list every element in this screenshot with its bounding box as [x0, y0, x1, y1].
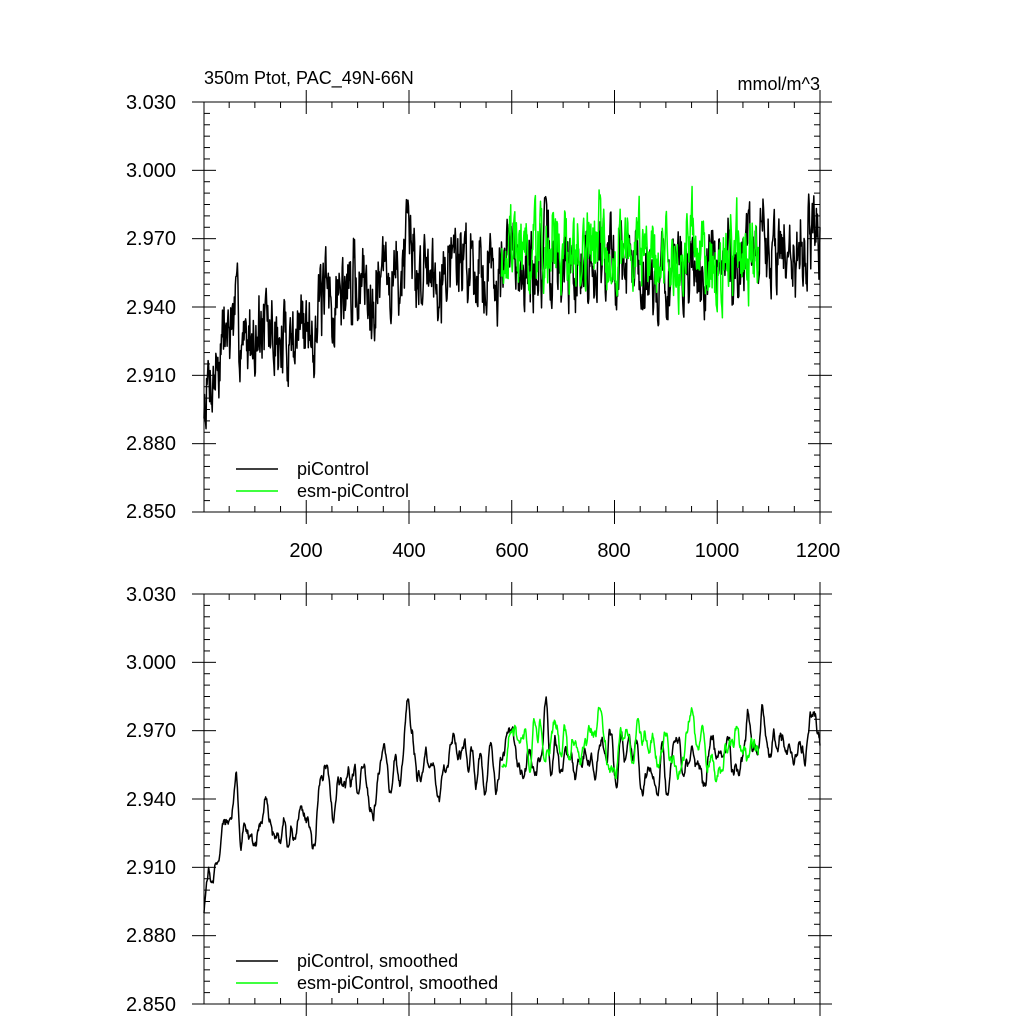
y-tick-label: 2.970	[126, 228, 176, 250]
legend-label: esm-piControl, smoothed	[297, 973, 498, 993]
y-tick-label: 2.940	[126, 297, 176, 319]
series-lines	[203, 696, 821, 914]
series-line-1	[500, 185, 760, 319]
legend-label: piControl, smoothed	[297, 951, 458, 971]
legend: piControl, smoothed esm-piControl, smoot…	[236, 951, 498, 993]
series-line-1	[501, 706, 760, 783]
units-label: mmol/m^3	[738, 74, 820, 94]
y-tick-label: 2.850	[126, 501, 176, 523]
x-tick-labels: 200 400 600 800 1000 1200	[289, 540, 840, 562]
y-tick-label: 3.000	[126, 652, 176, 674]
x-tick-label: 1200	[796, 540, 841, 562]
y-tick-label: 2.910	[126, 365, 176, 387]
top-panel: 350m Ptot, PAC_49N-66N mmol/m^3 2.850 2.…	[126, 68, 840, 562]
y-tick-label: 3.030	[126, 92, 176, 114]
x-tick-label: 600	[495, 540, 528, 562]
series-lines	[203, 185, 821, 430]
y-tick-labels: 2.850 2.880 2.910 2.940 2.970 3.000 3.03…	[126, 584, 176, 1016]
y-tick-label: 2.880	[126, 925, 176, 947]
bottom-panel: 2.850 2.880 2.910 2.940 2.970 3.000 3.03…	[126, 582, 832, 1016]
y-tick-label: 2.850	[126, 994, 176, 1016]
y-tick-label: 2.910	[126, 857, 176, 879]
y-tick-label: 2.970	[126, 720, 176, 742]
x-tick-label: 1000	[695, 540, 740, 562]
series-line-0	[203, 696, 821, 914]
x-tick-label: 800	[597, 540, 630, 562]
legend: piControl esm-piControl	[236, 459, 409, 501]
y-tick-label: 2.940	[126, 789, 176, 811]
axis-ticks	[192, 582, 832, 1016]
legend-label: esm-piControl	[297, 481, 409, 501]
x-tick-label: 400	[392, 540, 425, 562]
y-tick-labels: 2.850 2.880 2.910 2.940 2.970 3.000 3.03…	[126, 92, 176, 523]
plot-frame	[203, 101, 821, 513]
legend-label: piControl	[297, 459, 369, 479]
chart-title: 350m Ptot, PAC_49N-66N	[204, 68, 414, 89]
axis-ticks	[192, 90, 832, 524]
plot-frame	[203, 593, 821, 1005]
y-tick-label: 3.000	[126, 160, 176, 182]
series-line-0	[203, 193, 821, 430]
x-tick-label: 200	[289, 540, 322, 562]
y-tick-label: 3.030	[126, 584, 176, 606]
y-tick-label: 2.880	[126, 433, 176, 455]
